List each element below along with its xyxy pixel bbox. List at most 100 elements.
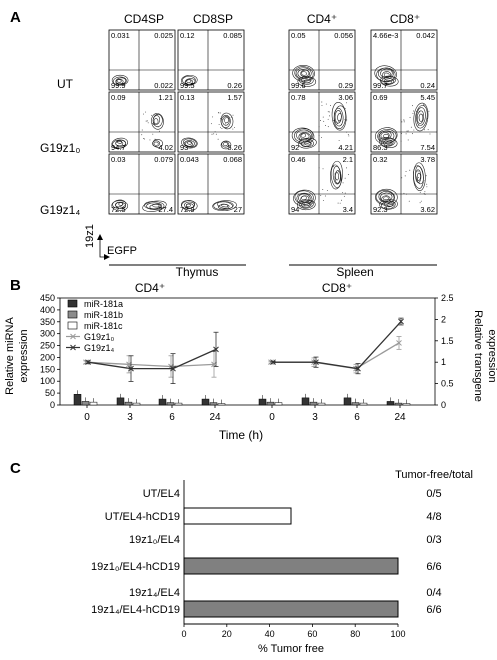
contour-positive-population <box>337 113 342 122</box>
contour-negative-population <box>117 140 123 144</box>
contour-plot-r0-c1 <box>177 29 245 91</box>
scatter-dot <box>419 191 421 193</box>
panel-c-x-tick-label: 80 <box>350 629 360 639</box>
scatter-dot <box>411 105 413 107</box>
row-label-g19z1-0: G19z1₀ <box>40 141 80 155</box>
bar-mir-181b <box>81 401 90 406</box>
contour-positive-population <box>221 203 229 208</box>
contour-negative-population <box>295 67 312 80</box>
scatter-dot <box>425 175 427 177</box>
quadrant-value-lower-left: 72.9 <box>180 205 195 214</box>
contour-negative-population <box>294 128 314 143</box>
contour-negative-population <box>375 188 398 206</box>
scatter-dot <box>424 194 426 195</box>
contour-negative-population <box>383 78 395 85</box>
scatter-dot <box>346 167 348 169</box>
contour-negative-population <box>304 79 311 84</box>
group-label-thymus: Thymus <box>176 265 219 279</box>
bar-mir-181b <box>309 401 318 406</box>
quadrant-value-lower-left: 94.7 <box>111 143 126 152</box>
quadrant-value-lower-left: 94 <box>291 205 299 214</box>
scatter-dot <box>218 124 220 125</box>
scatter-dot <box>417 170 419 172</box>
quadrant-value-lower-right: 3.62 <box>420 205 435 214</box>
contour-positive-population <box>224 117 229 124</box>
bar-mir-181c <box>402 403 411 406</box>
bar-mir-181c <box>217 403 226 406</box>
ylabel-left-line1: Relative miRNA <box>4 317 16 395</box>
x-axis-tick-label: 6 <box>354 412 360 423</box>
scatter-dot <box>342 192 344 193</box>
contour-positive-population <box>217 204 230 210</box>
scatter-dot <box>232 128 234 130</box>
scatter-dot <box>338 186 340 188</box>
scatter-dot <box>403 192 405 194</box>
scatter-dot <box>409 117 411 118</box>
scatter-dot <box>146 120 148 122</box>
quadrant-value-upper-right: 0.025 <box>154 31 173 40</box>
quadrant-value-upper-left: 0.05 <box>291 31 306 40</box>
scatter-dot <box>234 126 235 128</box>
scatter-dot <box>330 105 331 106</box>
contour-positive-population <box>415 169 422 183</box>
scatter-dot <box>423 104 425 106</box>
ylabel-left-line2: expression <box>18 329 30 382</box>
quadrant-value-lower-left: 92 <box>291 143 299 152</box>
contour-positive-population <box>332 165 342 185</box>
scatter-dot <box>225 123 226 125</box>
contour-positive-population <box>416 107 426 126</box>
row-label: UT/EL4-hCD19 <box>105 511 180 523</box>
contour-positive-population <box>153 118 159 125</box>
col-header-cd8: CD8⁺ <box>390 12 420 26</box>
scatter-dot <box>321 105 323 106</box>
scatter-dot <box>338 171 340 173</box>
scatter-dot <box>348 135 350 137</box>
bar-mir-181b <box>209 402 218 406</box>
scatter-dot <box>344 119 346 121</box>
scatter-dot <box>422 114 424 116</box>
scatter-dot <box>221 128 223 130</box>
scatter-dot <box>417 177 419 179</box>
panel-b-letter: B <box>10 277 21 294</box>
scatter-dot <box>334 125 336 127</box>
scatter-dot <box>333 166 334 168</box>
contour-positive-population <box>220 114 231 129</box>
contour-plot-r1-c1 <box>177 91 245 153</box>
line-series-g19z1-0 <box>85 361 215 368</box>
scatter-dot <box>409 169 411 171</box>
left-axis-tick-label: 350 <box>40 317 55 327</box>
scatter-dot <box>348 174 349 176</box>
quadrant-value-lower-right: 27 <box>234 205 242 214</box>
ylabel-right-line1: Relative transgene <box>472 310 484 402</box>
x-axis-tick-label: 3 <box>312 412 318 423</box>
scatter-dot <box>324 195 326 197</box>
quadrant-value-upper-left: 0.12 <box>180 31 195 40</box>
contour-positive-population <box>413 102 429 132</box>
scatter-dot <box>153 123 154 125</box>
right-axis-tick-label: 0.5 <box>441 379 454 389</box>
panel-b-title-cd4: CD4⁺ <box>135 281 165 295</box>
scatter-dot <box>322 199 324 201</box>
scatter-dot <box>405 133 407 135</box>
scatter-dot <box>318 126 320 128</box>
contour-negative-population <box>380 138 396 147</box>
bar-mir-181c <box>89 401 98 406</box>
contour-positive-population <box>221 141 230 148</box>
quadrant-value-upper-right: 3.06 <box>338 93 353 102</box>
scatter-dot <box>406 130 408 132</box>
scatter-dot <box>154 138 156 140</box>
legend-label: miR-181c <box>84 321 123 331</box>
scatter-dot <box>401 177 403 179</box>
quadrant-value-upper-left: 0.043 <box>180 155 199 164</box>
scatter-dot <box>327 126 329 128</box>
contour-plot-r2-c2 <box>288 153 356 215</box>
x-axis-tick-label: 6 <box>169 412 175 423</box>
panel-c-x-tick-label: 20 <box>222 629 232 639</box>
scatter-dot <box>141 134 143 136</box>
scatter-dot <box>421 184 423 186</box>
quadrant-value-lower-left: 86.3 <box>373 143 388 152</box>
scatter-dot <box>424 191 426 193</box>
quadrant-value-upper-left: 0.13 <box>180 93 195 102</box>
quadrant-value-upper-right: 2.1 <box>343 155 353 164</box>
contour-negative-population <box>383 133 389 139</box>
